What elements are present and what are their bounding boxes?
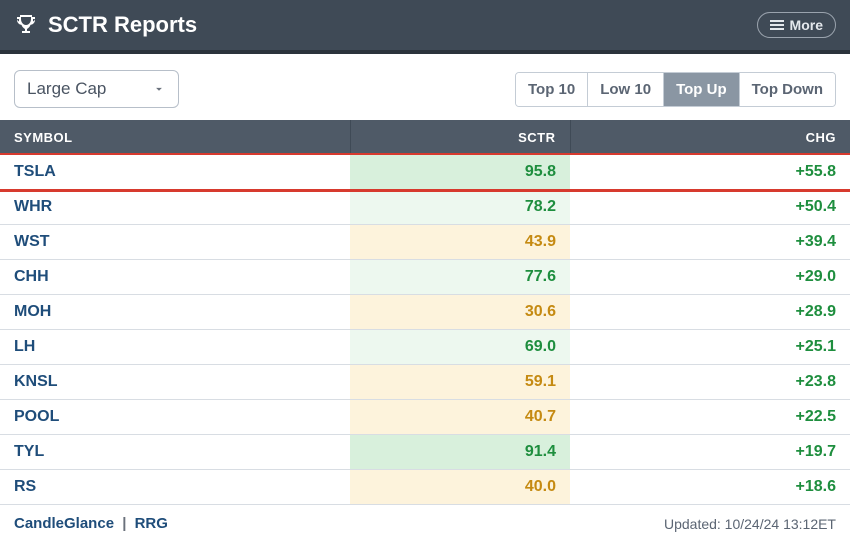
footer-links: CandleGlance | RRG [14, 515, 168, 532]
symbol-cell[interactable]: TYL [0, 435, 350, 470]
sctr-cell: 40.0 [350, 470, 570, 505]
filter-tab[interactable]: Top Up [663, 73, 739, 106]
sctr-cell: 95.8 [350, 155, 570, 190]
more-label: More [790, 17, 823, 33]
symbol-cell[interactable]: TSLA [0, 155, 350, 190]
table-row[interactable]: MOH30.6+28.9 [0, 295, 850, 330]
footer: CandleGlance | RRG Updated: 10/24/24 13:… [0, 505, 850, 542]
table-row[interactable]: TSLA95.8+55.8 [0, 155, 850, 190]
chg-cell: +25.1 [570, 330, 850, 365]
link-separator: | [118, 515, 130, 532]
page-title: SCTR Reports [48, 12, 197, 38]
chg-cell: +22.5 [570, 400, 850, 435]
controls-row: Large Cap Top 10Low 10Top UpTop Down [0, 54, 850, 120]
table-row[interactable]: WHR78.2+50.4 [0, 190, 850, 225]
chg-cell: +29.0 [570, 260, 850, 295]
filter-tab[interactable]: Top 10 [516, 73, 587, 106]
symbol-cell[interactable]: CHH [0, 260, 350, 295]
sctr-cell: 78.2 [350, 190, 570, 225]
table-row[interactable]: CHH77.6+29.0 [0, 260, 850, 295]
sctr-cell: 40.7 [350, 400, 570, 435]
table-header-row: SYMBOL SCTR CHG [0, 120, 850, 155]
chevron-down-icon [152, 82, 166, 96]
more-button[interactable]: More [757, 12, 836, 38]
dropdown-label: Large Cap [27, 79, 106, 99]
chg-cell: +23.8 [570, 365, 850, 400]
table-row[interactable]: RS40.0+18.6 [0, 470, 850, 505]
table-row[interactable]: TYL91.4+19.7 [0, 435, 850, 470]
symbol-cell[interactable]: MOH [0, 295, 350, 330]
chg-cell: +19.7 [570, 435, 850, 470]
cap-size-dropdown[interactable]: Large Cap [14, 70, 179, 108]
chg-cell: +50.4 [570, 190, 850, 225]
hamburger-icon [770, 20, 784, 30]
sctr-cell: 69.0 [350, 330, 570, 365]
table-row[interactable]: KNSL59.1+23.8 [0, 365, 850, 400]
filter-tab[interactable]: Low 10 [587, 73, 663, 106]
symbol-cell[interactable]: LH [0, 330, 350, 365]
col-header-symbol[interactable]: SYMBOL [0, 120, 350, 155]
filter-tab-group: Top 10Low 10Top UpTop Down [515, 72, 836, 107]
col-header-chg[interactable]: CHG [570, 120, 850, 155]
table-row[interactable]: POOL40.7+22.5 [0, 400, 850, 435]
chg-cell: +28.9 [570, 295, 850, 330]
table-row[interactable]: WST43.9+39.4 [0, 225, 850, 260]
filter-tab[interactable]: Top Down [739, 73, 835, 106]
sctr-table: SYMBOL SCTR CHG TSLA95.8+55.8WHR78.2+50.… [0, 120, 850, 505]
symbol-cell[interactable]: WHR [0, 190, 350, 225]
updated-timestamp: Updated: 10/24/24 13:12ET [664, 516, 836, 532]
report-header: SCTR Reports More [0, 0, 850, 54]
sctr-cell: 43.9 [350, 225, 570, 260]
trophy-icon [14, 13, 38, 37]
sctr-cell: 91.4 [350, 435, 570, 470]
symbol-cell[interactable]: WST [0, 225, 350, 260]
rrg-link[interactable]: RRG [135, 515, 168, 532]
sctr-cell: 59.1 [350, 365, 570, 400]
chg-cell: +39.4 [570, 225, 850, 260]
sctr-cell: 30.6 [350, 295, 570, 330]
sctr-cell: 77.6 [350, 260, 570, 295]
chg-cell: +18.6 [570, 470, 850, 505]
col-header-sctr[interactable]: SCTR [350, 120, 570, 155]
chg-cell: +55.8 [570, 155, 850, 190]
candleglance-link[interactable]: CandleGlance [14, 515, 114, 532]
symbol-cell[interactable]: POOL [0, 400, 350, 435]
symbol-cell[interactable]: RS [0, 470, 350, 505]
table-row[interactable]: LH69.0+25.1 [0, 330, 850, 365]
header-left: SCTR Reports [14, 12, 197, 38]
symbol-cell[interactable]: KNSL [0, 365, 350, 400]
